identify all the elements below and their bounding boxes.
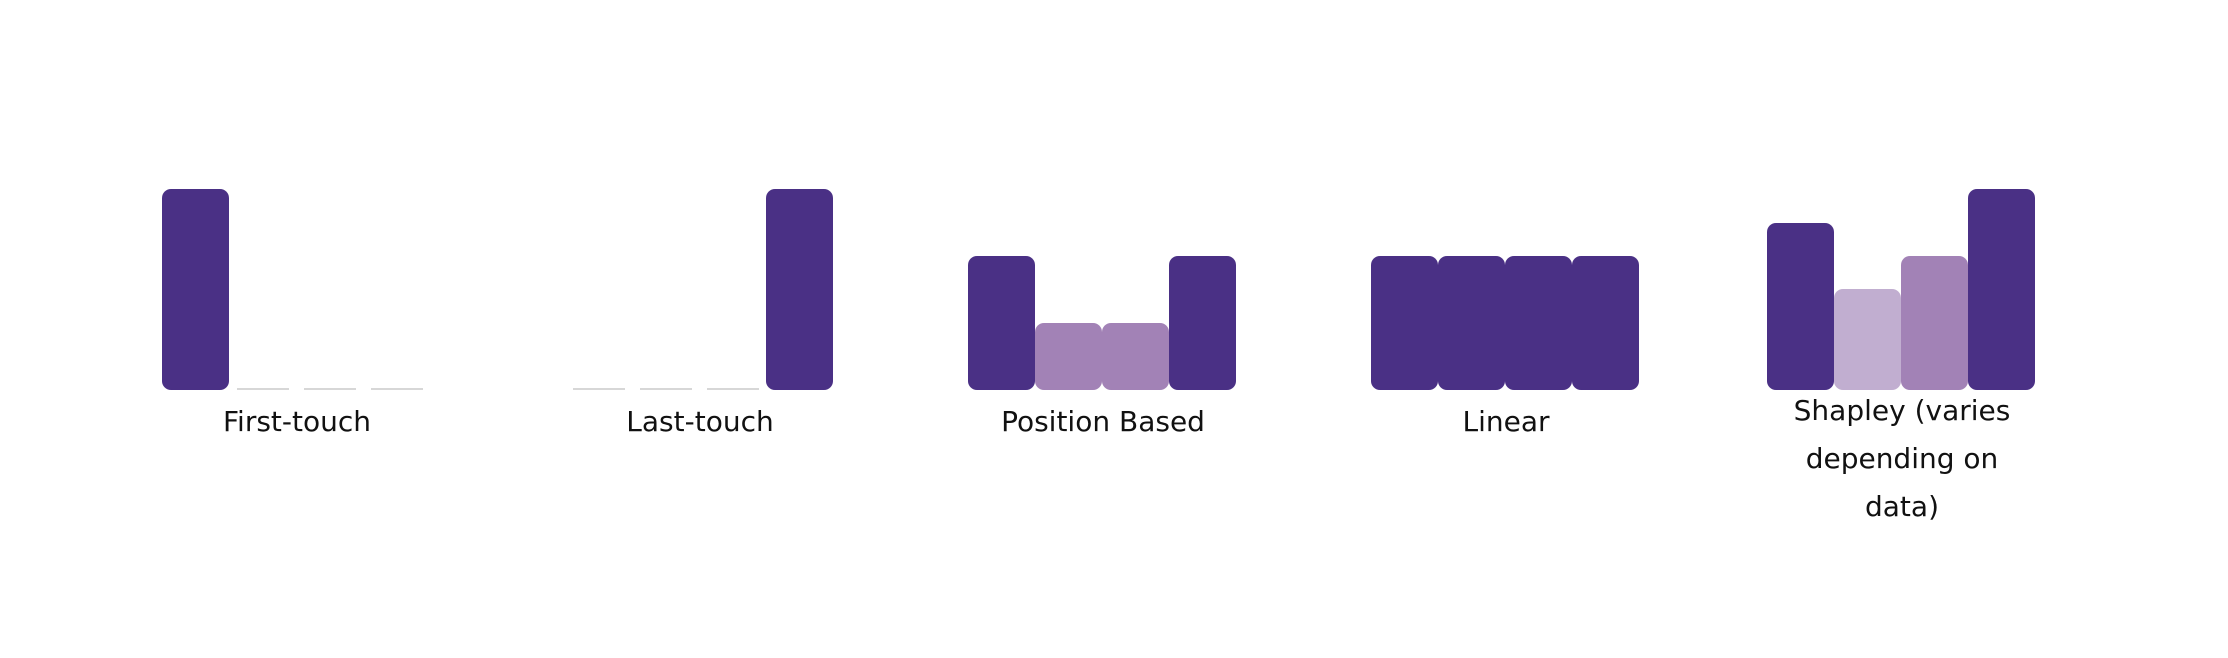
credit-bar [1035, 323, 1102, 390]
credit-bar [766, 189, 833, 390]
model-shapley-varies: Shapley (varies depending on data) [1767, 0, 2037, 658]
model-label: Shapley (varies depending on data) [1793, 394, 2011, 523]
credit-bar [1371, 256, 1438, 390]
credit-bar [1572, 256, 1639, 390]
credit-bar [1505, 256, 1572, 390]
model-label: Linear [1462, 405, 1550, 438]
model-label: First-touch [222, 405, 372, 438]
model-last-touch: Last-touch [565, 0, 835, 658]
credit-bar [1102, 323, 1169, 390]
model-label: Last-touch [626, 405, 774, 438]
model-position-based: Position Based [968, 0, 1238, 658]
credit-bar [1169, 256, 1236, 390]
credit-bar [573, 388, 625, 390]
credit-bar [968, 256, 1035, 390]
credit-bar [1767, 223, 1834, 390]
credit-bar [707, 388, 759, 390]
model-label: Position Based [1001, 405, 1205, 438]
credit-bar [1834, 289, 1901, 390]
credit-bar [1438, 256, 1505, 390]
credit-bar [1968, 189, 2035, 390]
credit-bar [1901, 256, 1968, 390]
credit-bar [162, 189, 229, 390]
credit-bar [304, 388, 356, 390]
credit-bar [371, 388, 423, 390]
model-linear: Linear [1371, 0, 1641, 658]
model-first-touch: First-touch [162, 0, 432, 658]
credit-bar [237, 388, 289, 390]
credit-bar [640, 388, 692, 390]
